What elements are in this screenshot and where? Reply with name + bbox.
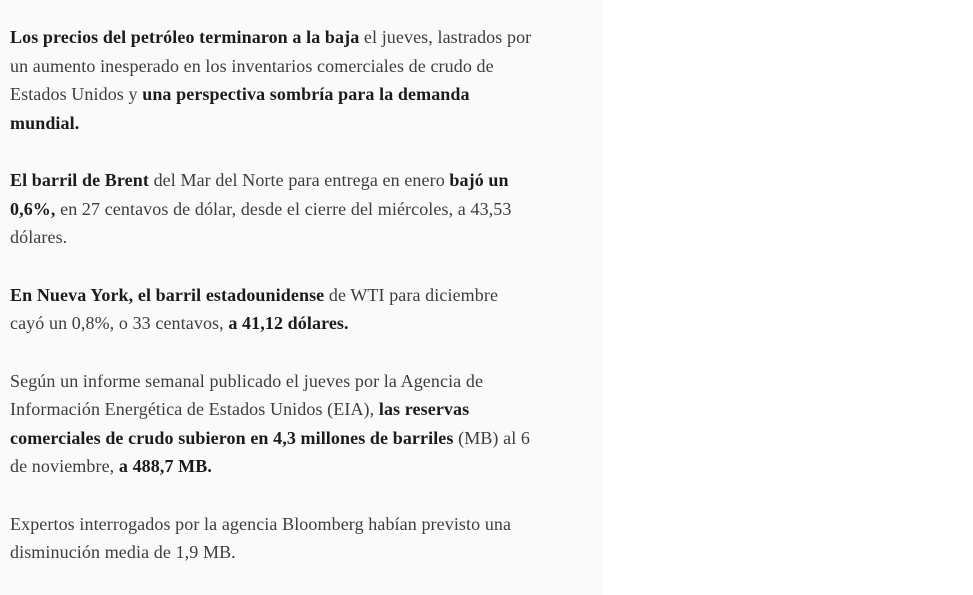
text-run: las reservas comerciales de crudo subier… xyxy=(10,399,470,448)
text-run: (MB) al 6 de noviembre, xyxy=(10,427,531,477)
text-run: a 41,12 dólares. xyxy=(228,313,349,333)
text-run: del Mar del Norte para entrega en enero xyxy=(148,170,450,190)
article-paragraph: Expertos interrogados por la agencia Blo… xyxy=(10,510,591,567)
article-column: Los precios del petróleo terminaron a la… xyxy=(10,23,591,567)
text-run: a 488,7 MB. xyxy=(118,456,212,476)
text-run: Según un informe semanal publicado el ju… xyxy=(10,370,484,420)
text-run: En Nueva York, el barril estadounidense xyxy=(10,284,325,305)
text-run: el jueves, lastrados por un aumento ines… xyxy=(10,27,532,104)
article-paragraph: En Nueva York, el barril estadounidense … xyxy=(10,281,591,338)
text-run: bajó un 0,6%, xyxy=(10,170,509,219)
article-paragraph: El barril de Brent del Mar del Norte par… xyxy=(10,166,591,252)
article-body: Los precios del petróleo terminaron a la… xyxy=(10,23,591,567)
right-gutter xyxy=(603,0,973,595)
text-run: de WTI para diciembre cayó un 0,8%, o 33… xyxy=(10,284,499,334)
text-run: Los precios del petróleo terminaron a la… xyxy=(10,27,360,47)
text-run: El barril de Brent xyxy=(10,170,149,190)
article-paragraph: Los precios del petróleo terminaron a la… xyxy=(10,23,591,137)
text-run: Expertos interrogados por la agencia Blo… xyxy=(10,513,512,563)
text-run: una perspectiva sombría para la demanda … xyxy=(10,84,470,133)
article-paragraph: Según un informe semanal publicado el ju… xyxy=(10,367,591,481)
text-run: en 27 centavos de dólar, desde el cierre… xyxy=(10,198,512,248)
